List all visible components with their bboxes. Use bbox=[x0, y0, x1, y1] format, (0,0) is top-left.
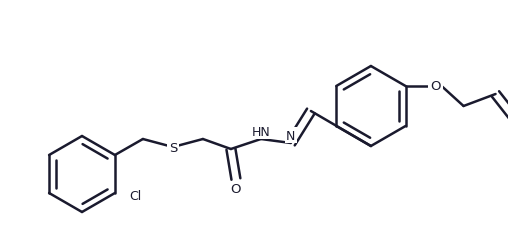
Text: O: O bbox=[430, 80, 441, 93]
Text: O: O bbox=[231, 183, 241, 196]
Text: N: N bbox=[286, 129, 296, 142]
Text: Cl: Cl bbox=[129, 190, 141, 203]
Text: S: S bbox=[169, 141, 177, 154]
Text: HN: HN bbox=[251, 125, 270, 138]
